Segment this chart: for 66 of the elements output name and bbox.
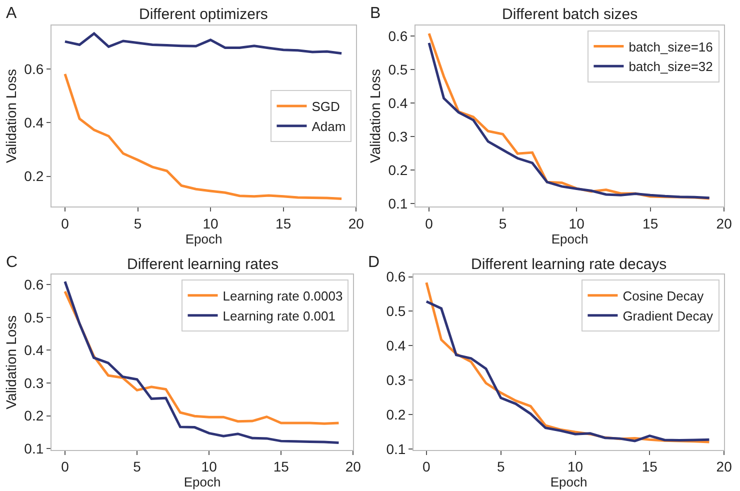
x-tick-label: 15 <box>642 215 658 232</box>
x-tick-label: 10 <box>202 215 219 232</box>
y-tick-label: 0.4 <box>386 338 406 354</box>
x-tick-label: 10 <box>568 215 585 232</box>
x-tick-label: 0 <box>425 215 434 232</box>
y-tick-label: 0.1 <box>388 195 408 212</box>
y-tick-label: 0.5 <box>388 61 408 78</box>
x-tick-label: 20 <box>345 458 362 475</box>
text: A <box>6 5 17 22</box>
y-tick-label: 0.5 <box>386 303 406 320</box>
y-tick-label: 0.4 <box>24 342 44 358</box>
y-tick-label: 0.5 <box>24 309 44 326</box>
chart-title: Different optimizers <box>139 6 268 23</box>
x-tick-label: 0 <box>422 458 431 475</box>
y-tick-label: 0.4 <box>388 94 408 111</box>
x-axis-title: Epoch <box>185 231 222 246</box>
y-tick-label: 0.2 <box>24 408 44 424</box>
x-tick-label: 10 <box>201 458 218 475</box>
x-tick-label: 0 <box>61 215 70 232</box>
chart-title: Different learning rates <box>127 256 278 273</box>
y-tick-label: 0.3 <box>388 128 408 144</box>
legend-label: SGD <box>312 99 340 114</box>
legend-label: Cosine Decay <box>622 288 704 304</box>
chart-title: Different batch sizes <box>502 6 638 23</box>
y-tick-label: 0.2 <box>24 168 44 184</box>
x-axis-title: Epoch <box>551 231 588 246</box>
x-tick-label: 5 <box>133 458 142 475</box>
text: C <box>6 254 18 271</box>
x-tick-label: 5 <box>134 215 142 232</box>
y-tick-label: 0.1 <box>24 440 44 457</box>
y-tick-label: 0.3 <box>24 374 44 391</box>
y-tick-label: 0.6 <box>386 268 406 285</box>
y-axis-title: Validation Loss <box>2 69 19 163</box>
y-axis-title: Validation Loss <box>2 315 19 410</box>
x-axis-title: Epoch <box>550 474 588 490</box>
x-tick-label: 15 <box>276 215 292 232</box>
text: D <box>368 254 380 271</box>
y-tick-label: 0.2 <box>386 406 406 422</box>
x-axis-title: Epoch <box>184 474 221 490</box>
text: B <box>370 5 381 22</box>
legend-label: Learning rate 0.0003 <box>222 288 343 304</box>
y-axis-title: Validation Loss <box>366 69 383 163</box>
legend-label: Learning rate 0.001 <box>222 308 336 324</box>
y-tick-label: 0.4 <box>24 114 44 131</box>
x-tick-label: 0 <box>61 458 70 475</box>
line-series <box>64 72 343 200</box>
legend-label: Gradient Decay <box>622 308 714 324</box>
legend-label: batch_size=32 <box>628 59 713 74</box>
x-tick-label: 10 <box>567 458 584 475</box>
x-tick-label: 20 <box>716 215 732 232</box>
y-tick-label: 0.6 <box>24 61 44 78</box>
x-tick-label: 5 <box>496 458 505 475</box>
legend-label: batch_size=16 <box>628 39 713 54</box>
y-tick-label: 0.3 <box>386 372 406 388</box>
x-tick-label: 15 <box>642 458 658 475</box>
legend-label: Adam <box>312 118 346 134</box>
x-tick-label: 5 <box>498 215 507 232</box>
x-tick-label: 15 <box>273 458 290 475</box>
y-tick-label: 0.2 <box>388 162 408 178</box>
y-tick-label: 0.6 <box>24 276 44 292</box>
y-tick-label: 0.6 <box>388 28 408 44</box>
x-tick-label: 20 <box>716 458 732 475</box>
y-tick-label: 0.1 <box>386 440 406 457</box>
chart-title: Different learning rate decays <box>471 256 667 273</box>
line-series <box>64 32 343 55</box>
x-tick-label: 20 <box>348 215 364 232</box>
